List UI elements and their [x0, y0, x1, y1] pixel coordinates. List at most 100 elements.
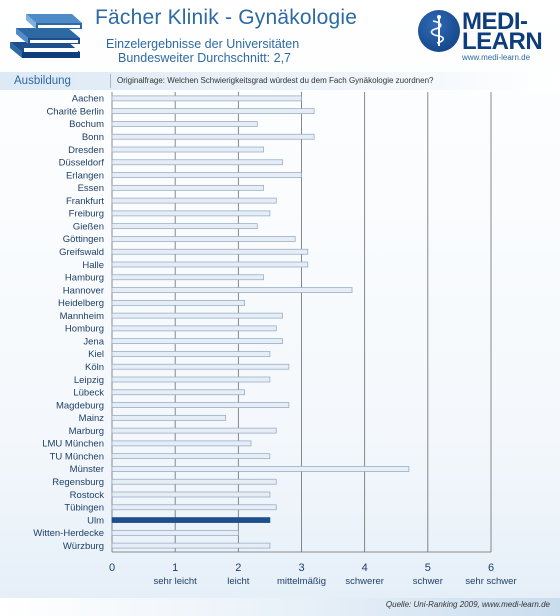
subtitle-line-2: Bundesweiter Durchschnitt: 2,7 — [118, 51, 292, 65]
bar — [111, 312, 283, 319]
category-label: TU München — [50, 451, 104, 462]
category-label: Rostock — [70, 490, 105, 501]
x-tick-word: mittelmäßig — [277, 576, 326, 587]
category-label: Göttingen — [63, 234, 104, 245]
category-label: Mannheim — [60, 311, 104, 322]
x-tick-word: leicht — [227, 576, 250, 587]
bar — [111, 172, 302, 178]
category-label: Witten-Herdecke — [33, 528, 104, 539]
section-band — [0, 72, 560, 90]
bar — [111, 210, 271, 217]
bar — [111, 453, 271, 460]
x-tick-label: 2 — [235, 562, 241, 574]
x-tick-label: 6 — [488, 562, 494, 574]
bar — [111, 184, 264, 191]
bar — [111, 133, 315, 140]
bar — [111, 402, 290, 408]
bar — [111, 95, 302, 102]
bar — [111, 299, 245, 306]
bar — [111, 478, 277, 485]
bar — [111, 287, 353, 293]
bar — [111, 261, 309, 268]
category-label: Freiburg — [69, 209, 104, 220]
bar — [111, 491, 271, 498]
subtitle-line-1: Einzelergebnisse der Universitäten — [106, 37, 300, 51]
category-label: Düsseldorf — [59, 158, 105, 169]
category-label: Tübingen — [64, 503, 104, 514]
bar — [111, 223, 258, 230]
x-tick-label: 0 — [109, 562, 115, 574]
bar — [111, 121, 258, 127]
category-label: Frankfurt — [66, 196, 104, 207]
x-tick-word: sehr schwer — [465, 576, 516, 587]
band-divider — [110, 74, 111, 88]
category-label: Marburg — [69, 426, 104, 437]
medi-learn-logo[interactable]: MEDI- LEARN www.medi-learn.de — [418, 8, 556, 66]
category-label: Jena — [83, 336, 104, 347]
bar — [111, 197, 277, 204]
x-tick-word: schwer — [413, 576, 443, 587]
category-label: Mainz — [79, 413, 105, 424]
bar — [111, 427, 277, 434]
bar — [111, 529, 239, 536]
category-label: Erlangen — [66, 170, 104, 181]
category-label: Charité Berlin — [46, 106, 104, 117]
footer-band — [0, 598, 560, 616]
bar — [111, 542, 271, 549]
x-tick-label: 3 — [298, 562, 304, 574]
page-title: Fächer Klinik - Gynäkologie — [95, 6, 358, 29]
category-label: Leipzig — [74, 375, 104, 386]
bar — [111, 274, 264, 281]
bar-highlight — [111, 517, 271, 523]
header: Fächer Klinik - Gynäkologie Einzelergebn… — [0, 0, 560, 70]
bar — [111, 389, 245, 396]
category-label: Lübeck — [73, 388, 104, 399]
category-label: Bonn — [82, 132, 104, 143]
x-tick-word: sehr leicht — [154, 576, 198, 587]
category-label: Heidelberg — [58, 298, 104, 309]
bar — [111, 363, 290, 370]
category-label: Halle — [82, 260, 104, 271]
category-label: Hannover — [63, 285, 104, 296]
bar — [111, 504, 277, 511]
category-label: Hamburg — [65, 273, 104, 284]
category-label: Homburg — [65, 324, 104, 335]
bar — [111, 466, 410, 472]
category-label: Regensburg — [52, 477, 104, 488]
category-label: Magdeburg — [56, 400, 104, 411]
x-tick-word: schwerer — [345, 576, 384, 587]
bar — [111, 146, 264, 153]
x-axis-ticks: 0 1 2 3 4 5 6 sehr leicht leicht mittelmäßig schwe… — [109, 562, 517, 587]
category-label: Ulm — [87, 515, 104, 526]
logo-url[interactable]: www.medi-learn.de — [462, 53, 531, 62]
category-label: Würzburg — [63, 541, 104, 552]
category-label: Kiel — [88, 349, 104, 360]
category-label: Greifswald — [59, 247, 104, 258]
chart-bars — [111, 95, 410, 549]
bar — [111, 248, 309, 255]
category-label: Essen — [78, 183, 104, 194]
bar — [111, 440, 252, 447]
chart-grid — [111, 92, 492, 553]
bar — [111, 414, 227, 421]
bar — [111, 338, 283, 345]
logo-text-line-2: LEARN — [462, 28, 543, 55]
bar — [111, 159, 283, 166]
category-label: Köln — [85, 362, 104, 373]
source-note: Quelle: Uni-Ranking 2009, www.medi-learn… — [385, 600, 550, 609]
bar — [111, 351, 271, 357]
caduceus-icon — [430, 15, 445, 46]
category-label: LMU München — [42, 439, 104, 450]
books-icon — [10, 14, 82, 58]
page-subtitle: Einzelergebnisse der Universitäten Bunde… — [106, 37, 299, 65]
category-label: Münster — [70, 464, 104, 475]
category-label: Bochum — [69, 119, 104, 130]
category-label: Dresden — [68, 145, 104, 156]
category-label: Aachen — [72, 94, 104, 105]
x-tick-label: 1 — [172, 562, 178, 574]
logo-text-line-1: MEDI- — [462, 8, 528, 35]
bar — [111, 325, 277, 332]
